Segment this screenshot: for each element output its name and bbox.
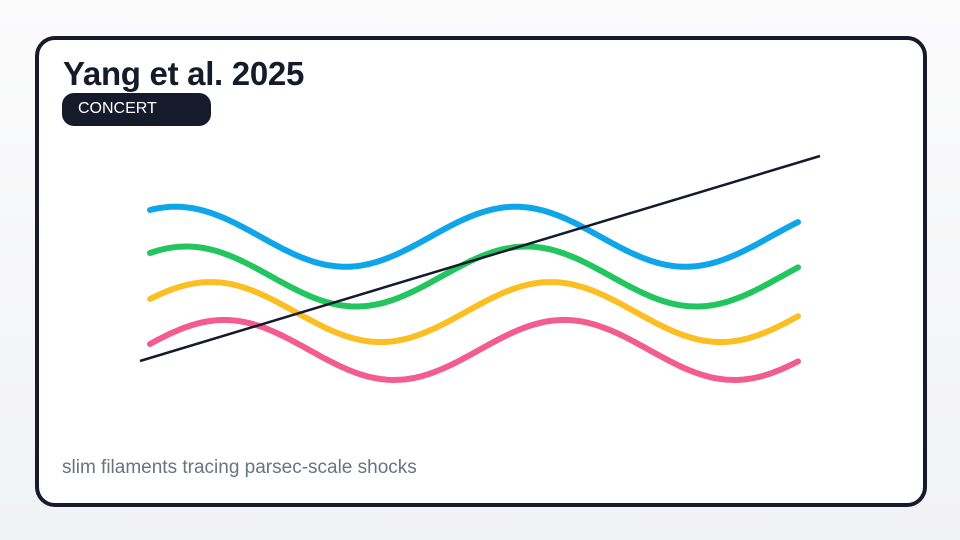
cyan-wave — [147, 203, 801, 270]
card-title: Yang et al. 2025 — [63, 55, 305, 92]
trend-line — [139, 154, 821, 363]
paper-card: Yang et al. 2025 CONCERT slim filaments … — [35, 36, 927, 507]
card-caption: slim filaments tracing parsec-scale shoc… — [62, 457, 417, 478]
green-wave — [147, 243, 801, 310]
category-badge: CONCERT — [62, 93, 211, 126]
amber-wave — [147, 279, 801, 345]
